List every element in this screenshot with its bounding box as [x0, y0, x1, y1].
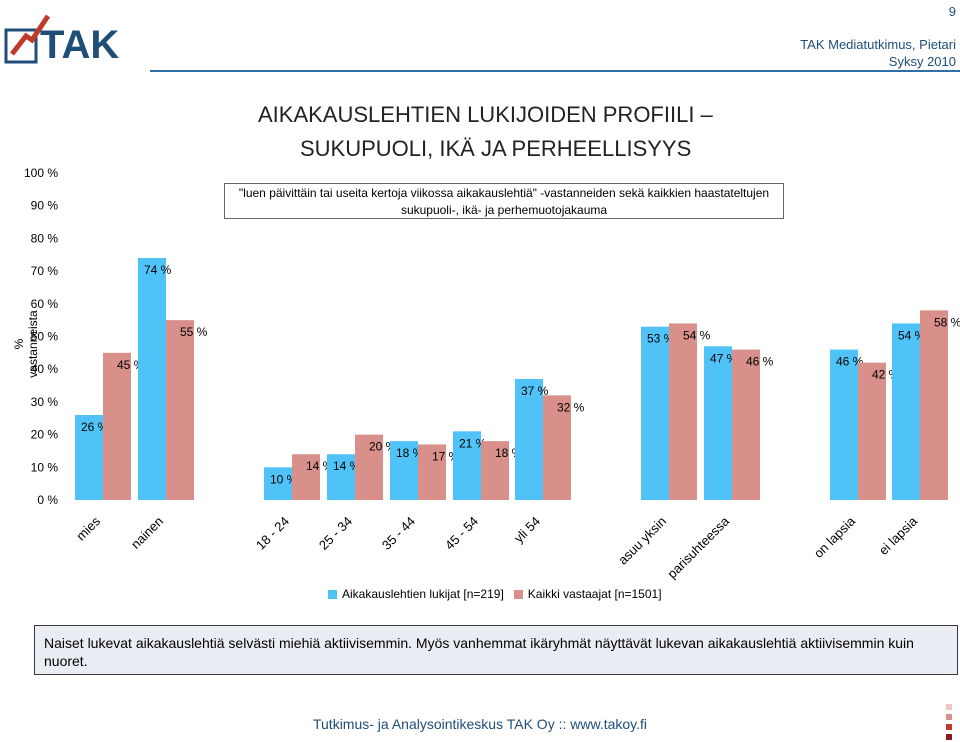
logo-text: TAK [40, 23, 119, 64]
y-tick-label: 60 % [31, 297, 59, 311]
x-tick-label: parisuhteessa [664, 513, 732, 581]
footer: Tutkimus- ja Analysointikeskus TAK Oy ::… [312, 716, 648, 732]
corner-decoration [946, 704, 952, 740]
data-label: 21 % [459, 436, 487, 450]
data-label: 14 % [306, 459, 334, 473]
subtitle-box: "luen päivittäin tai useita kertoja viik… [224, 183, 784, 219]
page-title: AIKAKAUSLEHTIEN LUKIJOIDEN PROFIILI – SU… [258, 98, 778, 166]
bar [292, 454, 320, 500]
header-info: TAK Mediatutkimus, Pietari Syksy 2010 [800, 36, 956, 70]
y-tick-label: 80 % [31, 231, 59, 245]
subtitle-line-1: "luen päivittäin tai useita kertoja viik… [238, 186, 770, 200]
bar [515, 379, 543, 500]
bar [892, 323, 920, 500]
x-tick-label: nainen [128, 514, 166, 552]
y-tick-label: 20 % [31, 428, 59, 442]
title-line-1: AIKAKAUSLEHTIEN LUKIJOIDEN PROFIILI – [258, 102, 713, 127]
legend-label-1: Aikakauslehtien lukijat [n=219] [342, 587, 504, 601]
x-tick-label: on lapsia [811, 513, 859, 561]
data-label: 74 % [144, 263, 172, 277]
y-tick-label: 40 % [31, 362, 59, 376]
x-tick-label: yli 54 [511, 514, 543, 546]
y-tick-label: 10 % [31, 460, 59, 474]
bar [920, 310, 948, 500]
data-label: 45 % [117, 358, 145, 372]
y-tick-label: 0 % [37, 493, 58, 507]
title-line-2: SUKUPUOLI, IKÄ JA PERHEELLISYYS [300, 136, 692, 161]
bar [138, 258, 166, 500]
bar [543, 395, 571, 500]
summary-note: Naiset lukevat aikakauslehtiä selvästi m… [34, 625, 958, 675]
x-tick-label: 45 - 54 [442, 514, 481, 553]
bar [264, 467, 292, 500]
data-label: 58 % [934, 315, 960, 329]
header-rule [150, 70, 960, 72]
data-label: 46 % [746, 355, 774, 369]
bar [103, 352, 131, 500]
data-label: 18 % [396, 446, 424, 460]
y-tick-label: 70 % [31, 264, 59, 278]
bar [390, 441, 418, 500]
data-label: 55 % [180, 325, 208, 339]
bar [732, 349, 760, 500]
x-tick-label: asuu yksin [615, 514, 669, 568]
x-tick-label: ei lapsia [876, 513, 921, 558]
data-label: 47 % [710, 351, 738, 365]
legend: Aikakauslehtien lukijat [n=219] Kaikki v… [328, 587, 662, 601]
data-label: 54 % [898, 328, 926, 342]
bar [75, 414, 103, 500]
data-label: 26 % [81, 420, 109, 434]
data-label: 20 % [369, 440, 397, 454]
bar [166, 320, 194, 500]
y-tick-label: 90 % [31, 199, 59, 213]
legend-item-1: Aikakauslehtien lukijat [n=219] [328, 587, 504, 601]
x-tick-label: mies [73, 513, 103, 543]
x-tick-label: 35 - 44 [379, 514, 418, 553]
legend-label-2: Kaikki vastaajat [n=1501] [527, 587, 662, 601]
data-label: 46 % [836, 355, 864, 369]
data-label: 10 % [270, 472, 298, 486]
bar [327, 454, 355, 500]
subtitle-line-2: sukupuoli-, ikä- ja perhemuotojakauma [400, 203, 608, 217]
bar [481, 441, 509, 500]
bar [669, 323, 697, 500]
period: Syksy 2010 [888, 54, 956, 69]
data-label: 32 % [557, 400, 585, 414]
y-tick-label: 100 % [24, 166, 58, 180]
bar [453, 431, 481, 500]
tak-logo: TAK [4, 14, 119, 64]
bar-chart: 0 % 10 % 20 % 30 % 40 % 50 % 60 % 70 % 80 % 90 % 1… [24, 166, 960, 581]
y-tick-label: 50 % [31, 330, 59, 344]
bar [641, 326, 669, 500]
data-label: 54 % [683, 328, 711, 342]
legend-item-2: Kaikki vastaajat [n=1501] [513, 587, 662, 601]
y-tick-label: 30 % [31, 395, 59, 409]
bar [355, 434, 383, 500]
bar [858, 362, 886, 500]
legend-swatch-2 [513, 589, 523, 599]
data-label: 17 % [432, 449, 460, 463]
bar [704, 346, 732, 500]
x-tick-label: 18 - 24 [253, 514, 292, 553]
data-label: 53 % [647, 332, 675, 346]
data-label: 14 % [333, 459, 361, 473]
page-number: 9 [948, 4, 956, 19]
x-tick-label: 25 - 34 [316, 514, 355, 553]
bar [830, 349, 858, 500]
bar [418, 444, 446, 500]
legend-swatch-1 [328, 589, 337, 599]
org-name: TAK Mediatutkimus, Pietari [800, 37, 956, 52]
data-label: 37 % [521, 384, 549, 398]
